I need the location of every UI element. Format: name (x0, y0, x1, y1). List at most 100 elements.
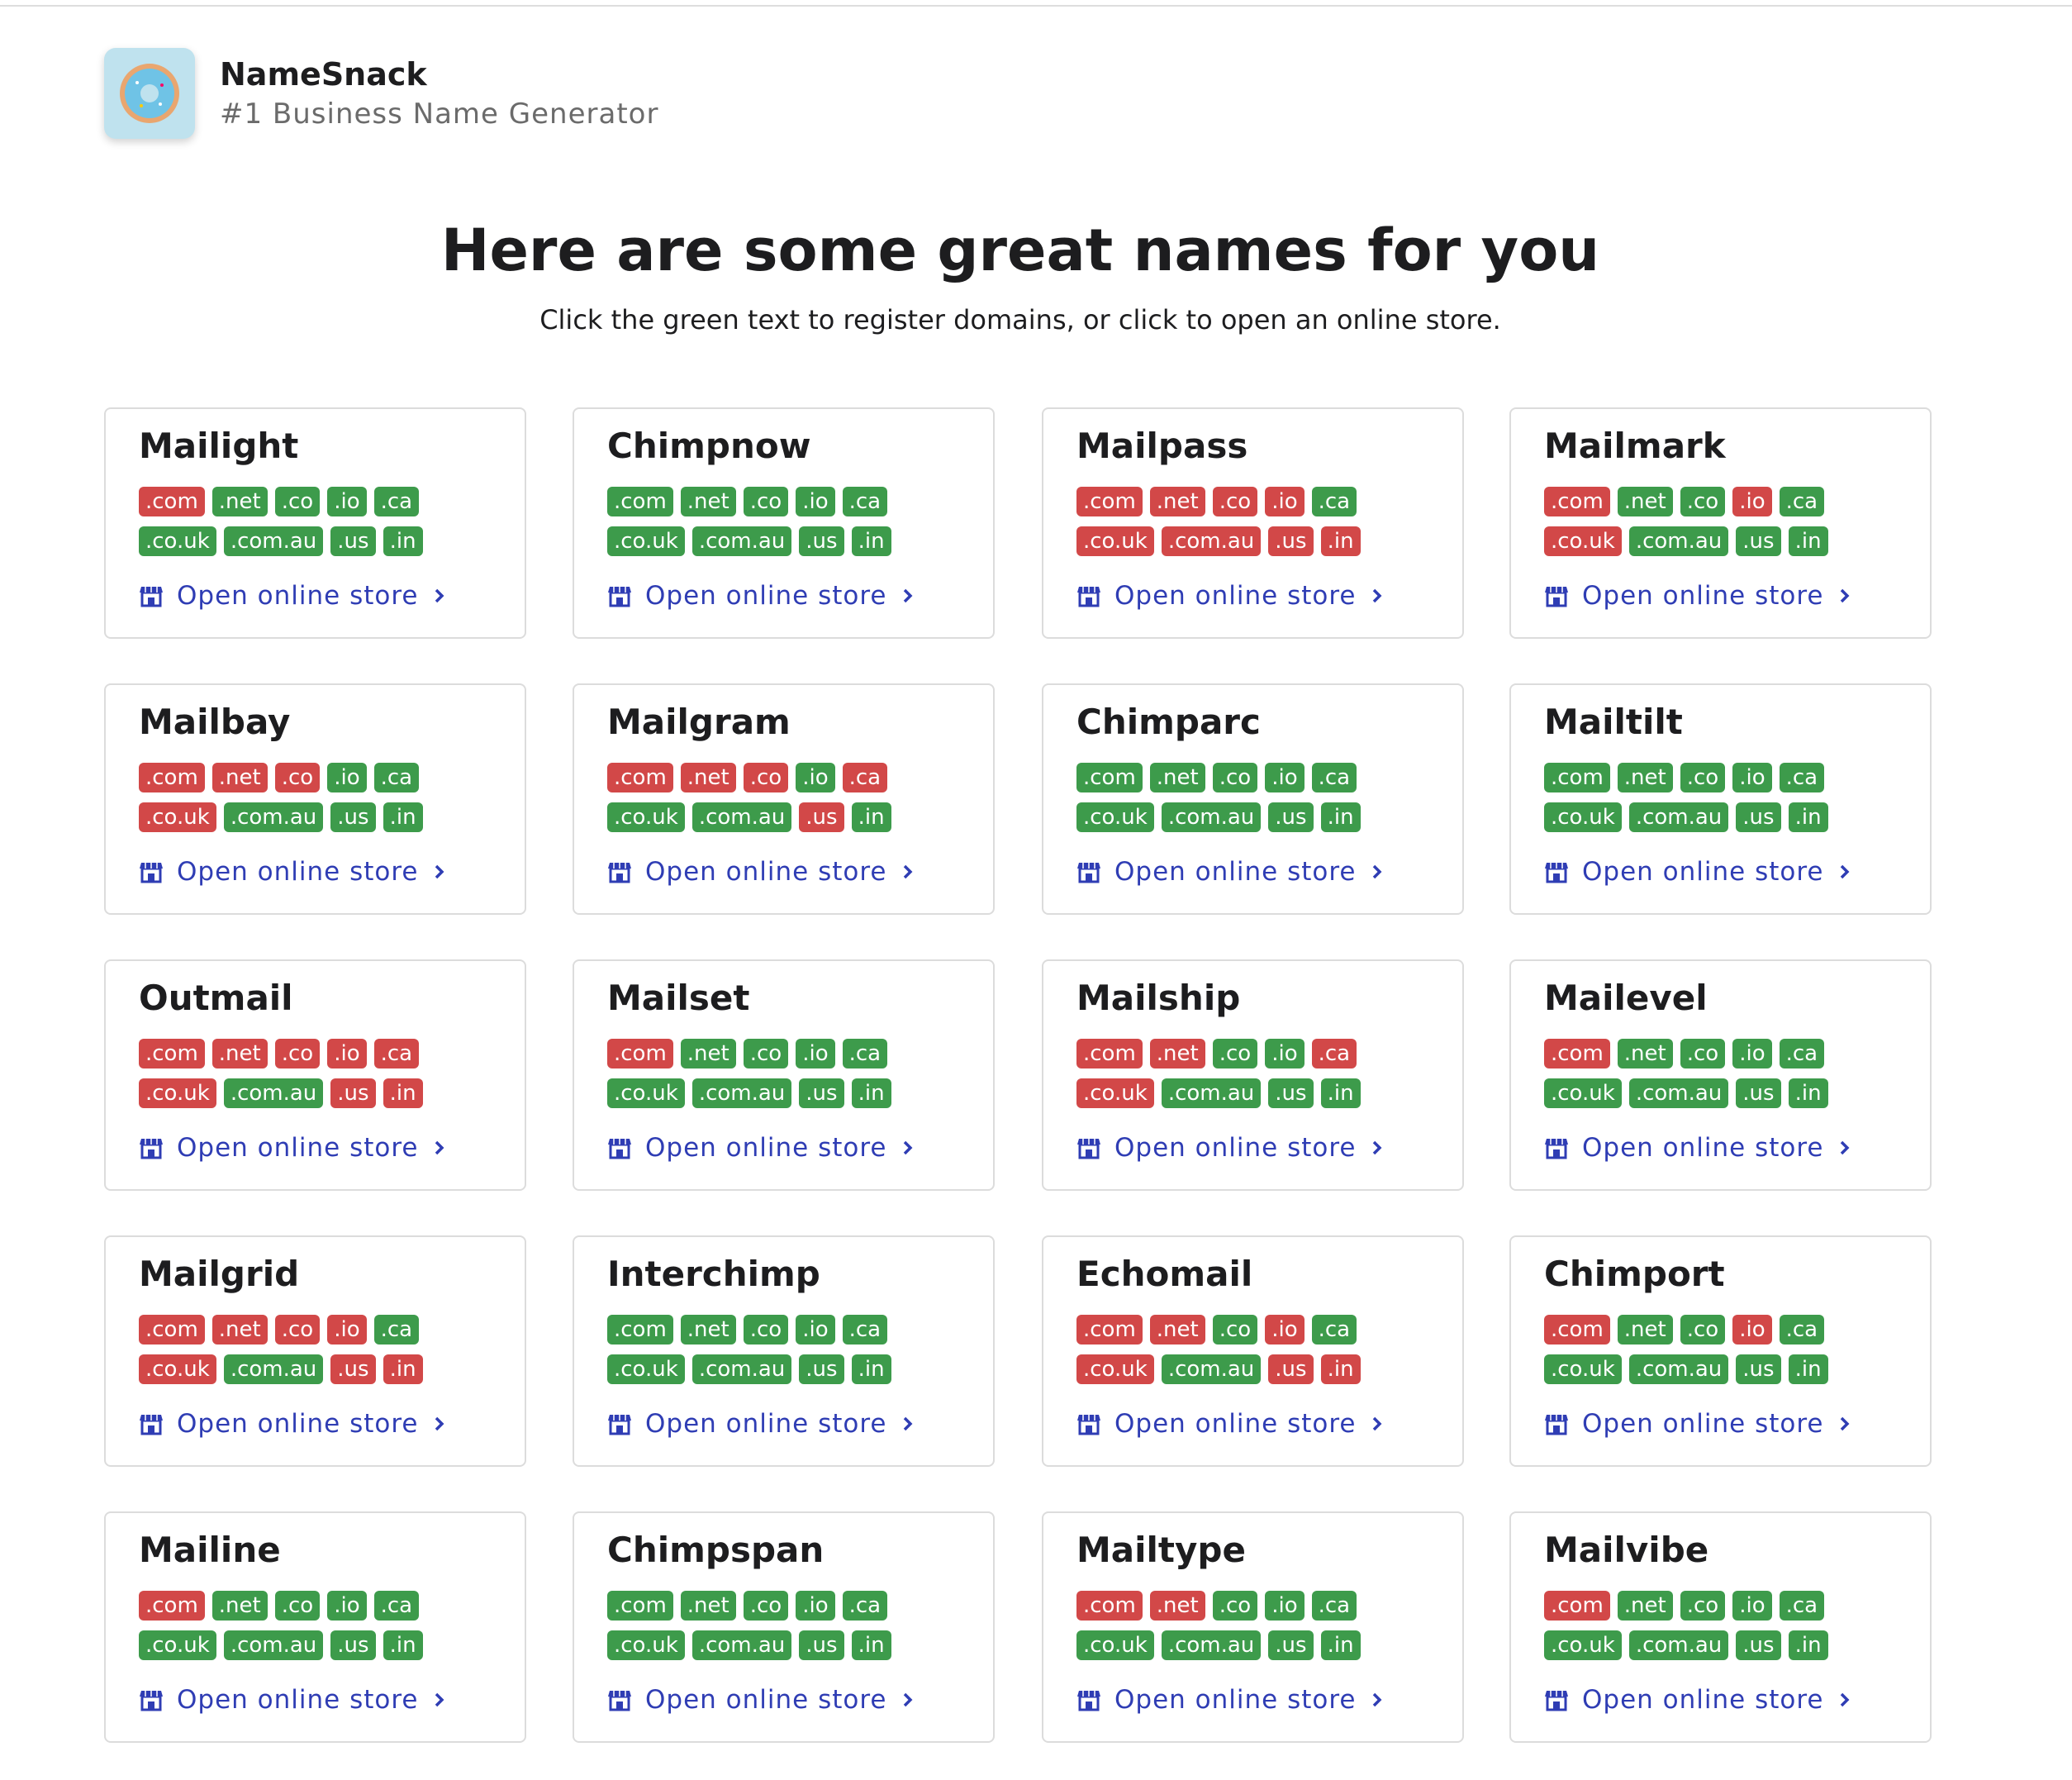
name-card[interactable]: Mailset .com .net .co .io .ca .co.uk .com.au .us… (573, 959, 995, 1191)
domain-badge[interactable]: .net (211, 1315, 268, 1345)
domain-badge[interactable]: .ca (1311, 763, 1357, 792)
domain-badge[interactable]: .co (1680, 1591, 1726, 1621)
domain-badge[interactable]: .us (799, 526, 844, 556)
store-link[interactable]: Open online store (139, 857, 448, 887)
domain-badge[interactable]: .us (330, 1630, 376, 1660)
domain-badge[interactable]: .ca (842, 1315, 888, 1345)
domain-badge[interactable]: .co (1212, 763, 1258, 792)
domain-badge[interactable]: .co.uk (1544, 1630, 1622, 1660)
domain-badge[interactable]: .co.uk (607, 1354, 685, 1384)
domain-badge[interactable]: .net (1149, 763, 1205, 792)
name-card[interactable]: Mailtilt .com .net .co .io .ca .co.uk .com.au .u… (1509, 683, 1932, 915)
domain-badge[interactable]: .in (1320, 1354, 1361, 1384)
domain-badge[interactable]: .io (1265, 1315, 1305, 1345)
domain-badge[interactable]: .net (1617, 1591, 1673, 1621)
domain-badge[interactable]: .com (139, 1315, 205, 1345)
domain-badge[interactable]: .io (796, 487, 835, 516)
domain-badge[interactable]: .us (1736, 1078, 1781, 1108)
domain-badge[interactable]: .ca (842, 763, 888, 792)
domain-badge[interactable]: .ca (1779, 763, 1825, 792)
domain-badge[interactable]: .net (680, 1591, 736, 1621)
domain-badge[interactable]: .net (1617, 763, 1673, 792)
domain-badge[interactable]: .co (743, 763, 789, 792)
domain-badge[interactable]: .com (139, 487, 205, 516)
domain-badge[interactable]: .co.uk (139, 526, 216, 556)
domain-badge[interactable]: .co (743, 1591, 789, 1621)
domain-badge[interactable]: .io (327, 763, 367, 792)
domain-badge[interactable]: .in (851, 1630, 891, 1660)
domain-badge[interactable]: .co (1680, 487, 1726, 516)
domain-badge[interactable]: .com (1076, 763, 1143, 792)
domain-badge[interactable]: .co.uk (607, 802, 685, 832)
store-link[interactable]: Open online store (607, 857, 916, 887)
domain-badge[interactable]: .com (1544, 487, 1610, 516)
domain-badge[interactable]: .com (1544, 1315, 1610, 1345)
domain-badge[interactable]: .co (274, 1591, 321, 1621)
domain-badge[interactable]: .net (680, 487, 736, 516)
domain-badge[interactable]: .us (799, 1078, 844, 1108)
domain-badge[interactable]: .in (383, 1078, 423, 1108)
domain-badge[interactable]: .com.au (1628, 1078, 1729, 1108)
domain-badge[interactable]: .in (383, 526, 423, 556)
domain-badge[interactable]: .io (796, 1591, 835, 1621)
name-card[interactable]: Mailevel .com .net .co .io .ca .co.uk .com.au .u… (1509, 959, 1932, 1191)
domain-badge[interactable]: .net (211, 487, 268, 516)
domain-badge[interactable]: .ca (1779, 1039, 1825, 1068)
domain-badge[interactable]: .io (1732, 1039, 1772, 1068)
domain-badge[interactable]: .co (274, 487, 321, 516)
store-link[interactable]: Open online store (139, 581, 448, 611)
domain-badge[interactable]: .com (607, 1315, 673, 1345)
domain-badge[interactable]: .io (1732, 487, 1772, 516)
domain-badge[interactable]: .co (274, 763, 321, 792)
domain-badge[interactable]: .com.au (223, 1630, 324, 1660)
store-link[interactable]: Open online store (1544, 1133, 1853, 1163)
name-card[interactable]: Mailine .com .net .co .io .ca .co.uk .com.au .us… (104, 1511, 526, 1743)
domain-badge[interactable]: .io (1265, 487, 1305, 516)
domain-badge[interactable]: .co (1212, 487, 1258, 516)
domain-badge[interactable]: .us (1736, 526, 1781, 556)
domain-badge[interactable]: .io (796, 1039, 835, 1068)
logo[interactable] (104, 48, 195, 139)
name-card[interactable]: Interchimp .com .net .co .io .ca .co.uk .com.au… (573, 1235, 995, 1467)
store-link[interactable]: Open online store (1076, 581, 1385, 611)
domain-badge[interactable]: .com (1544, 763, 1610, 792)
domain-badge[interactable]: .net (211, 1591, 268, 1621)
domain-badge[interactable]: .com.au (223, 1354, 324, 1384)
name-card[interactable]: Mailvibe .com .net .co .io .ca .co.uk .com.au .u… (1509, 1511, 1932, 1743)
domain-badge[interactable]: .us (1268, 1630, 1314, 1660)
domain-badge[interactable]: .net (1149, 1315, 1205, 1345)
domain-badge[interactable]: .ca (1311, 1591, 1357, 1621)
domain-badge[interactable]: .in (1788, 802, 1828, 832)
name-card[interactable]: Mailgram .com .net .co .io .ca .co.uk .com.au .u… (573, 683, 995, 915)
domain-badge[interactable]: .co.uk (607, 1630, 685, 1660)
domain-badge[interactable]: .in (851, 526, 891, 556)
name-card[interactable]: Mailship .com .net .co .io .ca .co.uk .com.au .u… (1042, 959, 1464, 1191)
domain-badge[interactable]: .ca (1311, 487, 1357, 516)
domain-badge[interactable]: .us (1268, 1354, 1314, 1384)
domain-badge[interactable]: .co (743, 1315, 789, 1345)
domain-badge[interactable]: .us (1736, 802, 1781, 832)
store-link[interactable]: Open online store (1544, 857, 1853, 887)
domain-badge[interactable]: .com (1076, 1039, 1143, 1068)
name-card[interactable]: Chimpnow .com .net .co .io .ca .co.uk .com.au .u… (573, 407, 995, 639)
domain-badge[interactable]: .io (327, 1039, 367, 1068)
store-link[interactable]: Open online store (1076, 1133, 1385, 1163)
domain-badge[interactable]: .co (1680, 763, 1726, 792)
domain-badge[interactable]: .us (799, 1354, 844, 1384)
domain-badge[interactable]: .net (1617, 1039, 1673, 1068)
domain-badge[interactable]: .ca (1311, 1315, 1357, 1345)
domain-badge[interactable]: .com.au (223, 1078, 324, 1108)
domain-badge[interactable]: .com.au (691, 1354, 792, 1384)
store-link[interactable]: Open online store (139, 1685, 448, 1715)
domain-badge[interactable]: .ca (842, 1039, 888, 1068)
store-link[interactable]: Open online store (1544, 581, 1853, 611)
domain-badge[interactable]: .us (330, 802, 376, 832)
domain-badge[interactable]: .us (1736, 1630, 1781, 1660)
domain-badge[interactable]: .com.au (1161, 1078, 1262, 1108)
name-card[interactable]: Mailmark .com .net .co .io .ca .co.uk .com.au .u… (1509, 407, 1932, 639)
domain-badge[interactable]: .com.au (1628, 1354, 1729, 1384)
domain-badge[interactable]: .com.au (1161, 1354, 1262, 1384)
name-card[interactable]: Outmail .com .net .co .io .ca .co.uk .com.au .us… (104, 959, 526, 1191)
domain-badge[interactable]: .co (274, 1039, 321, 1068)
domain-badge[interactable]: .co.uk (1544, 1078, 1622, 1108)
